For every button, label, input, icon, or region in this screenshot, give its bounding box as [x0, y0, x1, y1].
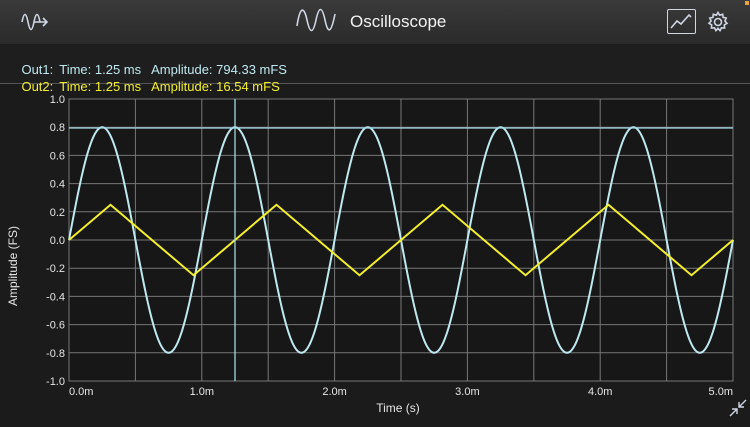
- y-tick-label: 0.2: [50, 207, 65, 219]
- readout-out2: Out2: Time: 1.25 ms Amplitude: 16.54 mFS: [7, 64, 286, 109]
- y-tick-label: -0.6: [46, 320, 65, 332]
- y-axis-label: Amplitude (FS): [6, 226, 20, 306]
- chart-icon: [670, 13, 692, 29]
- y-tick-label: 1.0: [50, 94, 65, 106]
- x-axis-label: Time (s): [376, 401, 420, 415]
- collapse-arrows-icon[interactable]: [728, 398, 748, 423]
- y-tick-label: -0.4: [46, 291, 65, 303]
- y-tick-label: -0.2: [46, 263, 65, 275]
- y-tick-label: 0.6: [50, 150, 65, 162]
- readout-time: Time: 1.25 ms: [59, 79, 142, 94]
- sine-wave-icon: [296, 8, 336, 37]
- readout-amplitude: Amplitude: 16.54 mFS: [151, 79, 280, 94]
- oscilloscope-plot[interactable]: 1.0 0.8 0.6 0.4 0.2 0.0 -0.2 -0.4 -0.6 -0.8 -1.0 0.…: [0, 84, 750, 422]
- plot-svg[interactable]: 1.0 0.8 0.6 0.4 0.2 0.0 -0.2 -0.4 -0.6 -0.8 -1.0 0.…: [0, 84, 750, 422]
- series-line-2: [68, 203, 734, 277]
- top-bar: Oscilloscope: [0, 0, 750, 45]
- x-tick-label: 1.0m: [190, 386, 214, 398]
- readout-amplitude: Amplitude: 794.33 mFS: [151, 62, 287, 77]
- readout-out1: Out1: Time: 1.25 ms Amplitude: 794.33 mFS: [7, 47, 293, 92]
- readout-channel: Out2:: [21, 79, 54, 94]
- y-tick-label: 0.0: [50, 235, 65, 247]
- readout-channel: Out1:: [21, 62, 54, 77]
- waveform-export-icon[interactable]: [20, 10, 50, 37]
- y-tick-label: 0.4: [50, 179, 65, 191]
- readout-time: Time: 1.25 ms: [59, 62, 142, 77]
- title-group: Oscilloscope: [296, 8, 447, 37]
- y-tick-label: -1.0: [46, 376, 65, 388]
- x-tick-label: 3.0m: [455, 386, 479, 398]
- x-tick-label: 0.0m: [69, 386, 93, 398]
- page-title: Oscilloscope: [350, 12, 447, 31]
- measurement-readouts: Out1: Time: 1.25 ms Amplitude: 794.33 mFS …: [0, 44, 750, 94]
- y-tick-label: -0.8: [46, 348, 65, 360]
- x-tick-label: 5.0m: [709, 386, 733, 398]
- x-tick-label: 4.0m: [588, 386, 612, 398]
- y-tick-label: 0.8: [50, 122, 65, 134]
- status-dot: [745, 1, 749, 5]
- gear-icon[interactable]: [706, 10, 730, 39]
- x-tick-label: 2.0m: [322, 386, 346, 398]
- chart-view-button[interactable]: [667, 9, 696, 34]
